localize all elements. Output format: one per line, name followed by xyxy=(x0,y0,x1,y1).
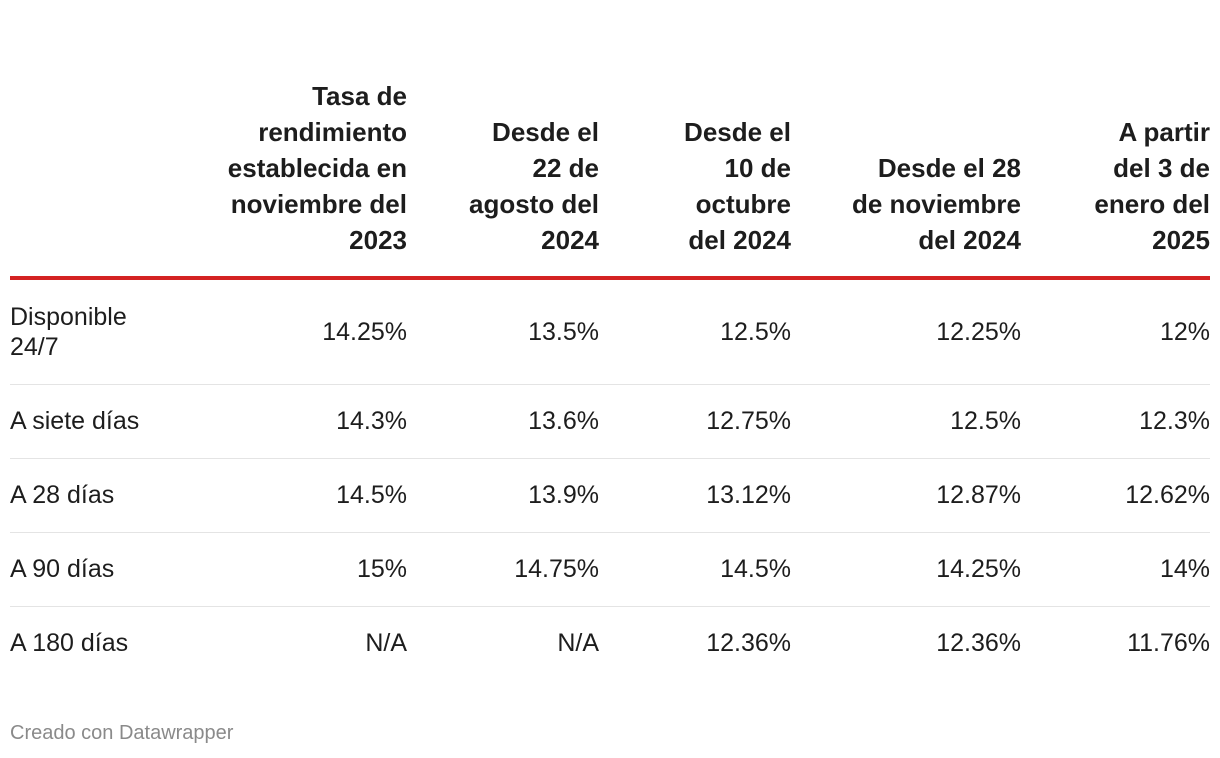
table-cell: 14.5% xyxy=(150,458,407,533)
table-cell: 15% xyxy=(150,532,407,607)
header-cell-jan-2025: A partir del 3 de enero del 2025 xyxy=(1021,0,1210,280)
table-cell: 14% xyxy=(1021,532,1210,607)
table-cell: 12.5% xyxy=(791,384,1021,459)
row-label: A 180 días xyxy=(10,629,129,658)
rates-table: Tasa de rendimiento establecida en novie… xyxy=(10,0,1210,680)
table-row: A 180 días N/A N/A 12.36% 12.36% 11.76% xyxy=(10,606,1210,680)
row-label: A siete días xyxy=(10,384,150,459)
table-cell: 12.75% xyxy=(599,384,791,459)
header-cell-nov-2024: Desde el 28 de noviembre del 2024 xyxy=(791,0,1021,280)
table-cell: 12% xyxy=(1021,278,1210,385)
table-cell: 11.76% xyxy=(1127,629,1210,658)
table-cell: 13.6% xyxy=(407,384,599,459)
table-cell: 12.62% xyxy=(1021,458,1210,533)
table-cell: 14.25% xyxy=(791,532,1021,607)
table-cell: 12.36% xyxy=(706,629,791,658)
table-row: A 90 días 15% 14.75% 14.5% 14.25% 14% xyxy=(10,532,1210,607)
table-cell: 12.5% xyxy=(599,278,791,385)
datawrapper-credit[interactable]: Creado con Datawrapper xyxy=(10,722,234,744)
table-cell: N/A xyxy=(557,629,599,658)
header-row: Tasa de rendimiento establecida en novie… xyxy=(10,0,1210,280)
table-cell: 12.87% xyxy=(791,458,1021,533)
row-label: Disponible 24/7 xyxy=(10,278,150,385)
table-row: A 28 días 14.5% 13.9% 13.12% 12.87% 12.6… xyxy=(10,458,1210,533)
table-cell: N/A xyxy=(365,629,407,658)
rates-table-container: Tasa de rendimiento establecida en novie… xyxy=(10,0,1210,680)
header-cell-nov-2023: Tasa de rendimiento establecida en novie… xyxy=(150,0,407,280)
table-cell: 13.5% xyxy=(407,278,599,385)
table-row: A siete días 14.3% 13.6% 12.75% 12.5% 12… xyxy=(10,384,1210,459)
table-cell: 14.5% xyxy=(599,532,791,607)
header-cell-empty xyxy=(10,0,150,280)
table-cell: 14.75% xyxy=(407,532,599,607)
table-cell: 12.36% xyxy=(936,629,1021,658)
table-cell: 14.25% xyxy=(150,278,407,385)
header-cell-aug-2024: Desde el 22 de agosto del 2024 xyxy=(407,0,599,280)
row-label: A 90 días xyxy=(10,532,150,607)
table-cell: 13.9% xyxy=(407,458,599,533)
table-row: Disponible 24/7 14.25% 13.5% 12.5% 12.25… xyxy=(10,278,1210,385)
table-cell: 13.12% xyxy=(599,458,791,533)
table-cell: 12.25% xyxy=(791,278,1021,385)
table-cell: 14.3% xyxy=(150,384,407,459)
header-cell-oct-2024: Desde el 10 de octubre del 2024 xyxy=(599,0,791,280)
table-cell: 12.3% xyxy=(1021,384,1210,459)
row-label: A 28 días xyxy=(10,458,150,533)
